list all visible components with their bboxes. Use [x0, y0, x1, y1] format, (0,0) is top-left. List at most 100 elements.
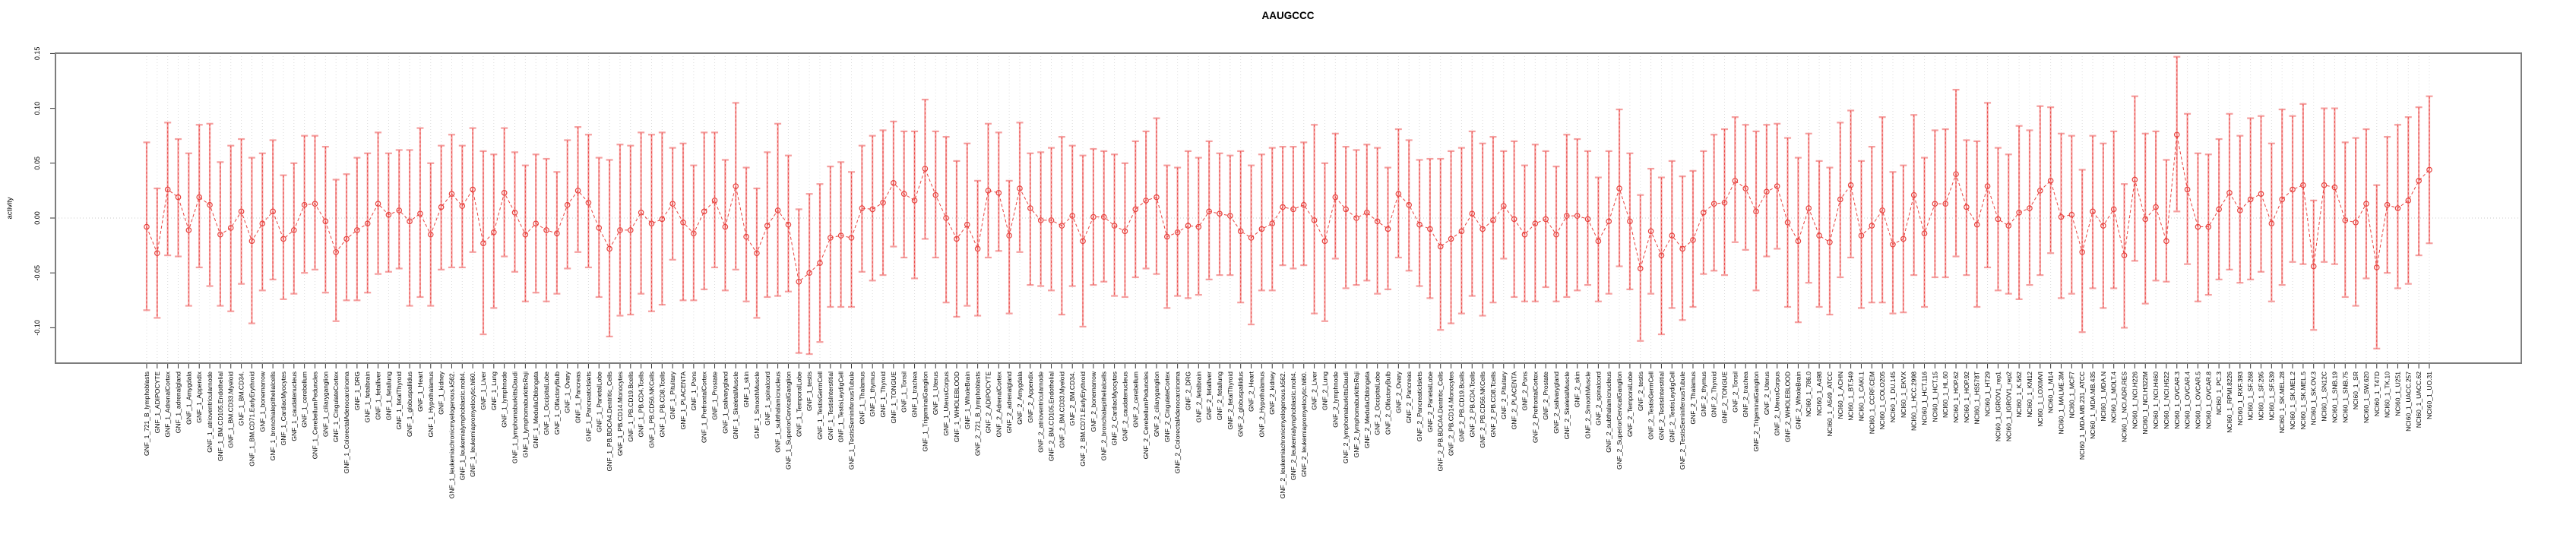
x-tick-label: GNF_2_OlfactoryBulb	[1385, 372, 1392, 435]
x-tick-label: NCI60_1_UO.31	[2426, 372, 2433, 419]
data-point	[1090, 213, 1097, 220]
data-point	[407, 218, 413, 225]
x-tick-label: GNF_2_PancreaticIslets	[1416, 372, 1423, 441]
data-point	[2321, 182, 2328, 188]
data-point	[1827, 239, 1833, 245]
data-point	[1111, 223, 1118, 229]
x-tick-label: GNF_2_PB.CD56.NKCells	[1479, 372, 1486, 448]
data-point	[364, 220, 371, 227]
data-point	[1900, 236, 1907, 242]
data-point	[2363, 201, 2369, 207]
data-point	[154, 250, 160, 257]
data-point	[2173, 131, 2180, 138]
data-point	[448, 191, 455, 198]
data-point	[2342, 217, 2349, 223]
chart-title: AAUGCCC	[1261, 10, 1315, 21]
data-point	[554, 230, 560, 237]
data-point	[1669, 232, 1676, 239]
x-tick-label: GNF_1_PB.CD56.NKCells	[647, 372, 655, 448]
x-tick-label: GNF_1_TrigeminalGanglion	[921, 372, 929, 452]
data-point	[2090, 208, 2096, 215]
data-point	[1984, 183, 1991, 189]
x-tick-label: NCI60_1_SK.OV.3	[2310, 372, 2318, 425]
x-tick-label: GNF_2_PB.CD4.Tcells	[1468, 372, 1476, 437]
data-point	[2290, 186, 2296, 193]
data-point	[596, 225, 603, 231]
x-tick-label: NCI60_1_MDA.MB.231_ATCC	[2078, 372, 2086, 460]
data-point	[1353, 215, 1359, 221]
data-point	[1343, 206, 1349, 213]
x-tick-label: GNF_1_Amygdala	[185, 372, 192, 425]
x-tick-label: GNF_1_caudatenucleus	[290, 372, 298, 441]
data-point	[1490, 217, 1496, 223]
x-tick-label: GNF_2_PLACENTA	[1511, 372, 1518, 430]
x-tick-label: NCI60_1_HCT.15	[1931, 372, 1938, 422]
x-tick-label: GNF_2_Ovary	[1394, 371, 1402, 413]
x-tick-label: NCI60_1_SF.268	[2247, 372, 2255, 421]
x-tick-label: GNF_2_trachea	[1742, 372, 1749, 418]
x-tick-label: GNF_2_MedullaOblongata	[1363, 372, 1371, 448]
data-point	[2047, 178, 2054, 184]
x-tick-label: GNF_1_UterusCorpus	[942, 372, 950, 436]
x-tick-label: GNF_2_lymphomaburkittsRaji	[1353, 372, 1360, 457]
data-point	[1679, 245, 1685, 252]
x-tick-label: NCI60_1_UACC.257	[2404, 372, 2412, 432]
data-point	[2036, 188, 2043, 194]
x-tick-label: NCI60_1_NCI.H226	[2131, 372, 2138, 429]
data-point	[533, 220, 540, 227]
x-tick-label: GNF_1_OccipitalLobe	[543, 372, 550, 435]
data-point	[1185, 223, 1191, 229]
x-tick-label: GNF_1_spinalcord	[764, 372, 771, 425]
data-point	[1195, 223, 1202, 230]
x-tick-label: GNF_2_lymphomaburkittsDaudi	[1342, 372, 1350, 463]
x-tick-label: GNF_2_Hypothalamus	[1258, 372, 1265, 437]
x-tick-label: GNF_1_adrenalgland	[175, 372, 182, 434]
x-tick-label: GNF_2_cerebellum	[1131, 372, 1139, 428]
data-point	[1269, 220, 1276, 227]
data-point	[2416, 178, 2422, 184]
x-tick-label: GNF_2_CingulateCortex	[1163, 371, 1171, 442]
x-tick-label: GNF_1_TestisInterstitial	[827, 372, 834, 440]
data-point	[1869, 223, 1875, 229]
x-tick-label: NCI60_1_HCC.2998	[1910, 372, 1918, 431]
x-tick-label: GNF_1_Appendix	[195, 371, 203, 422]
x-tick-label: NCI60_1_A549_ATCC	[1826, 372, 1834, 436]
x-tick-label: NCI60_1_HOP.62	[1952, 372, 1960, 423]
data-point	[869, 206, 875, 213]
data-point	[1858, 232, 1865, 239]
data-point	[1953, 171, 1959, 178]
data-point	[2110, 206, 2117, 213]
data-point	[164, 186, 171, 193]
x-tick-label: GNF_1_globuspallidus	[406, 372, 413, 437]
x-tick-label: NCI60_1_MDA.N	[2100, 372, 2107, 422]
x-tick-label: GNF_2_fetallung	[1216, 372, 1223, 421]
x-tick-label: GNF_2_leukemiapromyelocytic.hl60.	[1300, 372, 1308, 477]
data-point	[974, 245, 981, 252]
y-tick-label: 0.15	[33, 47, 41, 61]
x-tick-label: GNF_2_TrigeminalGanglion	[1752, 372, 1760, 452]
data-point	[2205, 223, 2212, 230]
data-point	[2079, 248, 2085, 255]
x-tick-label: GNF_2_TestisInterstitial	[1657, 372, 1665, 440]
x-tick-label: NCI60_1_CCRF.CEM	[1868, 372, 1875, 434]
data-point	[1290, 206, 1296, 213]
data-point	[175, 194, 182, 201]
x-tick-label: NCI60_1_MCF7	[2068, 372, 2075, 419]
data-point	[1742, 185, 1748, 191]
x-tick-label: GNF_1_lymphomaburkittsRaji	[521, 372, 529, 457]
x-tick-label: NCI60_1_HS578T	[1973, 372, 1981, 424]
data-point	[1574, 213, 1581, 219]
data-point	[564, 201, 571, 208]
data-point	[1584, 216, 1591, 223]
y-axis-label: activity	[5, 197, 14, 220]
x-tick-label: GNF_1_OlfactoryBulb	[553, 372, 561, 435]
data-point	[480, 240, 486, 247]
x-tick-label: GNF_1_thymus	[869, 372, 876, 417]
x-tick-label: GNF_1_ciliaryganglion	[321, 372, 329, 437]
data-point	[1816, 232, 1822, 239]
x-tick-label: GNF_1_TestisGermCell	[816, 372, 824, 440]
x-tick-label: NCI60_1_SK.MEL.28	[2278, 372, 2286, 434]
x-tick-label: GNF_2_leukemialymphoblastic.molt4.	[1290, 372, 1297, 480]
x-tick-label: GNF_2_caudatenucleus	[1121, 372, 1128, 441]
x-tick-label: GNF_1_subthalamicnucleus	[774, 372, 782, 453]
